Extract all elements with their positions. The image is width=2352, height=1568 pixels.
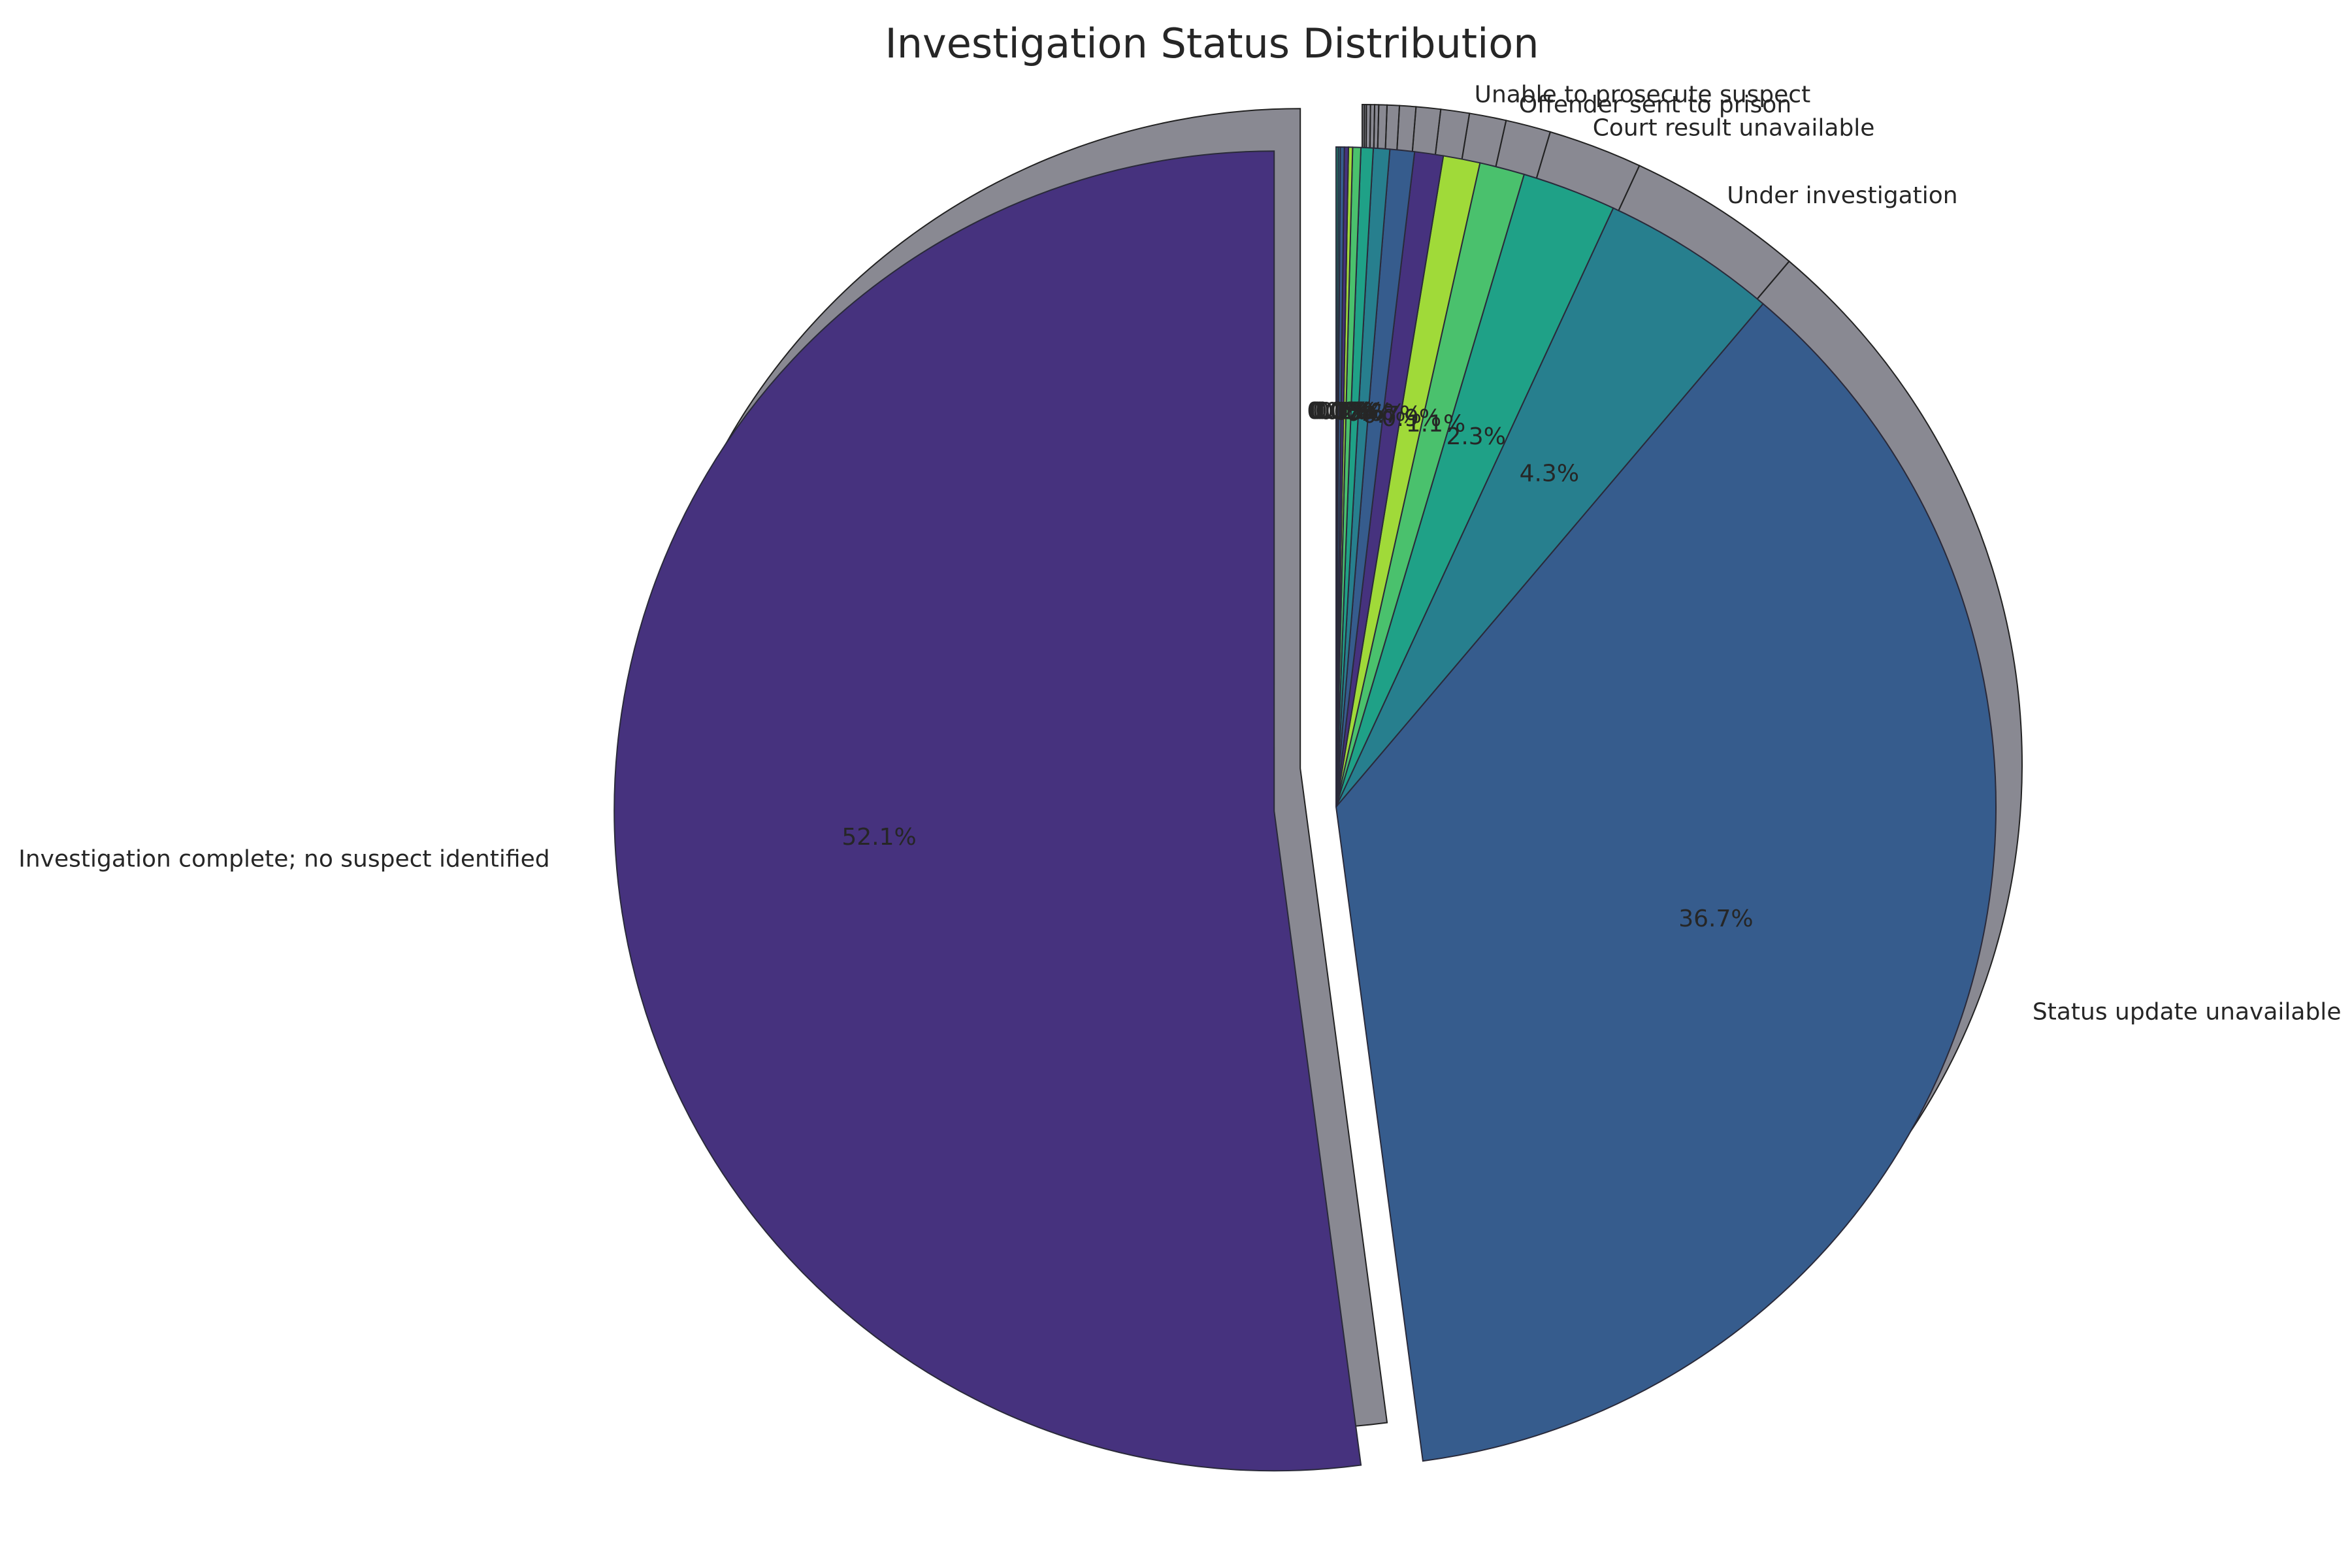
slice-labels: Investigation complete; no suspect ident…	[18, 81, 2341, 1025]
slice-label-investigation-complete-no-suspect-identified: Investigation complete; no suspect ident…	[18, 846, 549, 873]
pct-label-slice-6: 0.7%	[1362, 402, 1422, 429]
pie-slice-slice-15	[1335, 146, 1339, 808]
pie-slice-under-investigation	[1335, 207, 1764, 808]
pct-label-slice-13: 0.1%	[1310, 398, 1369, 425]
pie-slice-status-update-unavailable	[1335, 302, 1997, 1462]
pct-label-status-update-unavailable: 36.7%	[1678, 906, 1753, 932]
pie-slices	[613, 146, 1997, 1472]
slice-label-court-result-unavailable: Court result unavailable	[1593, 115, 1875, 142]
slice-label-status-update-unavailable: Status update unavailable	[2033, 998, 2342, 1025]
pct-label-court-result-unavailable: 2.3%	[1446, 423, 1505, 450]
slice-label-under-investigation: Under investigation	[1727, 182, 1957, 209]
pie-slice-investigation-complete-no-suspect-identified	[613, 150, 1362, 1472]
pct-label-slice-9: 0.3%	[1325, 399, 1384, 425]
pct-label-slice-11: 0.1%	[1315, 398, 1375, 425]
percentage-labels: 52.1% 36.7% 4.3% 2.3%1.1%0.9%0.7%0.6%0.4%0.…	[841, 398, 1753, 932]
pct-label-slice-10: 0.2%	[1318, 398, 1378, 425]
pct-label-slice-14: 0.0%	[1308, 398, 1367, 425]
pct-label-slice-15: 0.0%	[1307, 398, 1366, 425]
pct-label-offender-sent-to-prison: 1.1%	[1406, 411, 1465, 438]
slice-label-offender-sent-to-prison: Offender sent to prison	[1519, 91, 1791, 118]
chart-title: Investigation Status Distribution	[885, 20, 1539, 67]
pct-label-slice-12: 0.1%	[1313, 398, 1372, 425]
pct-label-slice-7: 0.6%	[1346, 400, 1405, 427]
pct-label-under-investigation: 4.3%	[1520, 460, 1579, 487]
pct-label-investigation-complete-no-suspect-identified: 52.1%	[841, 824, 916, 851]
pct-label-unable-to-prosecute-suspect: 0.9%	[1382, 405, 1441, 432]
slice-label-unable-to-prosecute-suspect: Unable to prosecute suspect	[1475, 81, 1811, 108]
pct-label-slice-8: 0.4%	[1333, 399, 1393, 425]
